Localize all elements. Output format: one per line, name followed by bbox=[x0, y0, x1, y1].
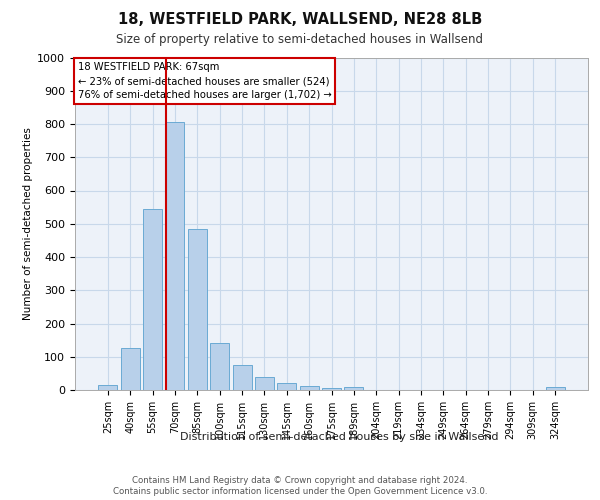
Text: Contains public sector information licensed under the Open Government Licence v3: Contains public sector information licen… bbox=[113, 488, 487, 496]
Bar bbox=[255, 376, 274, 390]
Bar bbox=[166, 122, 184, 390]
Bar bbox=[322, 388, 341, 390]
Bar bbox=[299, 386, 319, 390]
Y-axis label: Number of semi-detached properties: Number of semi-detached properties bbox=[23, 128, 33, 320]
Text: 18 WESTFIELD PARK: 67sqm
← 23% of semi-detached houses are smaller (524)
76% of : 18 WESTFIELD PARK: 67sqm ← 23% of semi-d… bbox=[77, 62, 331, 100]
Bar bbox=[210, 344, 229, 390]
Bar bbox=[545, 388, 565, 390]
Bar bbox=[277, 384, 296, 390]
Text: 18, WESTFIELD PARK, WALLSEND, NE28 8LB: 18, WESTFIELD PARK, WALLSEND, NE28 8LB bbox=[118, 12, 482, 28]
Bar bbox=[121, 348, 140, 390]
Text: Contains HM Land Registry data © Crown copyright and database right 2024.: Contains HM Land Registry data © Crown c… bbox=[132, 476, 468, 485]
Text: Distribution of semi-detached houses by size in Wallsend: Distribution of semi-detached houses by … bbox=[180, 432, 498, 442]
Text: Size of property relative to semi-detached houses in Wallsend: Size of property relative to semi-detach… bbox=[116, 32, 484, 46]
Bar bbox=[98, 385, 118, 390]
Bar bbox=[344, 386, 364, 390]
Bar bbox=[233, 365, 251, 390]
Bar bbox=[188, 228, 207, 390]
Bar bbox=[143, 209, 162, 390]
